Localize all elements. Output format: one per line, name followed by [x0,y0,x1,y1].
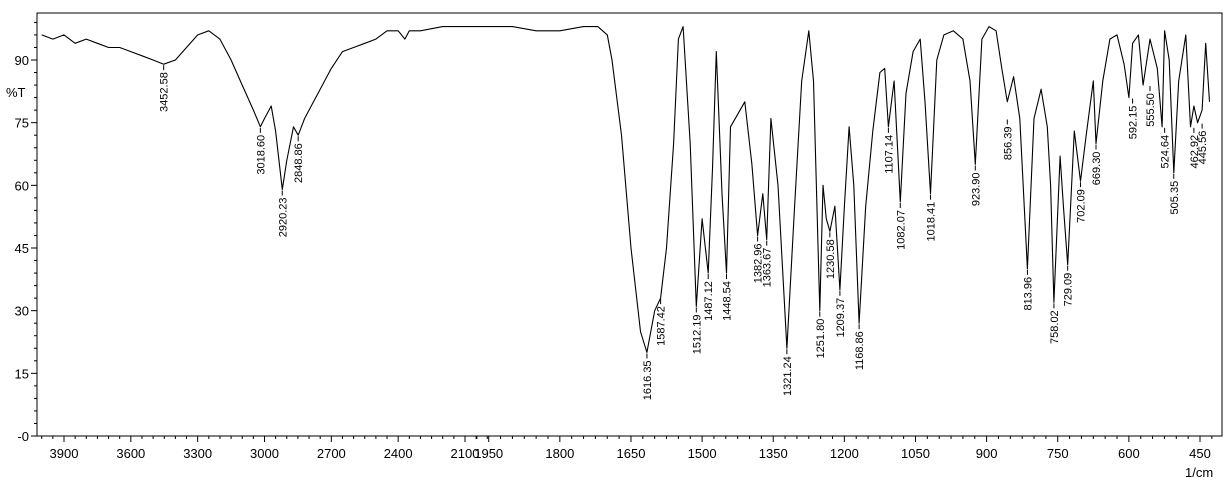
x-tick-label: 600 [1118,446,1140,461]
y-tick-label: 15 [15,366,29,381]
x-tick-label: 2700 [317,446,346,461]
peak-label: 1321.24 [782,356,794,396]
peak-label: 1587.42 [656,306,668,346]
peak-label: 1107.14 [883,135,895,174]
x-tick-label: 1500 [688,446,717,461]
peak-label: 1487.12 [703,281,715,321]
x-tick-label: 3300 [183,446,212,461]
peak-label: 1230.58 [825,239,837,279]
x-tick-label: 900 [976,446,998,461]
x-axis-label: 1/cm [1185,465,1213,480]
peak-label: 505.35 [1169,181,1181,215]
y-tick-label: 60 [15,178,29,193]
y-axis-label: %T [6,85,26,100]
peak-label: 1616.35 [642,360,654,400]
y-tick-label: 45 [15,241,29,256]
peak-label: 702.09 [1075,189,1087,223]
peak-label: 1209.37 [835,298,847,338]
y-tick-label: 30 [15,304,29,319]
x-tick-label: 1650 [617,446,646,461]
x-tick-label: 450 [1189,446,1211,461]
peak-label: 1363.67 [762,248,774,288]
peak-label: 1018.41 [925,202,937,242]
peak-label: 1082.07 [895,210,907,250]
y-tick-label: -0 [17,429,29,444]
peak-label: 3452.58 [159,72,171,112]
x-tick-label: 3600 [116,446,145,461]
x-tick-label: 1350 [759,446,788,461]
x-axis-ticks: 3900360033003000270024002100195018001650… [42,436,1212,461]
peak-label: 555.50 [1145,93,1157,127]
peak-label: 856.39 [1002,126,1014,160]
x-tick-label: 1800 [545,446,574,461]
x-tick-label: 3900 [50,446,79,461]
y-tick-label: 75 [15,116,29,131]
peak-label: 2920.23 [277,198,289,238]
peak-label: 3018.60 [255,135,267,175]
peak-label: 923.90 [970,172,982,206]
x-tick-label: 3000 [250,446,279,461]
peak-label: 524.64 [1160,135,1172,169]
x-tick-label: 1950 [474,446,503,461]
x-tick-label: 1200 [830,446,859,461]
peak-label: 1448.54 [721,281,733,321]
peak-label: 445.56 [1197,131,1209,165]
peak-label: 592.15 [1128,106,1140,140]
peak-label: 813.96 [1022,277,1034,311]
peak-label: 2848.86 [293,143,305,183]
peak-label: 1251.80 [815,319,827,359]
peak-label: 1168.86 [854,331,866,370]
peak-label: 669.30 [1091,152,1103,186]
y-tick-label: 90 [15,53,29,68]
x-tick-label: 2400 [384,446,413,461]
peak-label: 758.02 [1049,310,1061,344]
x-tick-label: 750 [1047,446,1069,461]
peak-label: 1512.19 [691,314,703,354]
peak-label: 729.09 [1063,273,1075,307]
x-tick-label: 1050 [901,446,930,461]
